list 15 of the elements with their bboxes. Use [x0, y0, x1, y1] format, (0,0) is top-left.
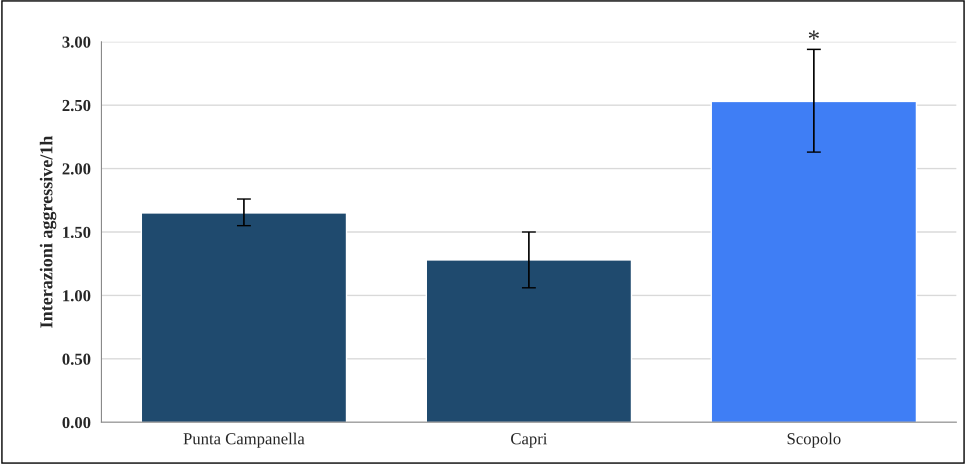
y-tick-label: 1.00: [63, 290, 90, 302]
y-tick-label: 2.50: [62, 100, 90, 112]
annotation: *: [808, 30, 819, 40]
x-tick-label: Punta Campanella: [184, 432, 305, 448]
y-tick-label: 0.50: [62, 354, 90, 365]
y-axis-title: Interazioni aggressive/1h: [40, 136, 56, 328]
x-tick-label: Scopolo: [788, 432, 841, 448]
x-tick-label: Capri: [511, 433, 548, 448]
bar: [140, 212, 348, 422]
y-tick-label: 3.00: [62, 36, 90, 48]
y-tick-label: 2.00: [62, 163, 90, 175]
bar: [710, 100, 918, 422]
y-tick-label: 0.00: [62, 416, 90, 428]
bar: [426, 259, 632, 422]
y-tick-label: 1.50: [63, 226, 90, 238]
